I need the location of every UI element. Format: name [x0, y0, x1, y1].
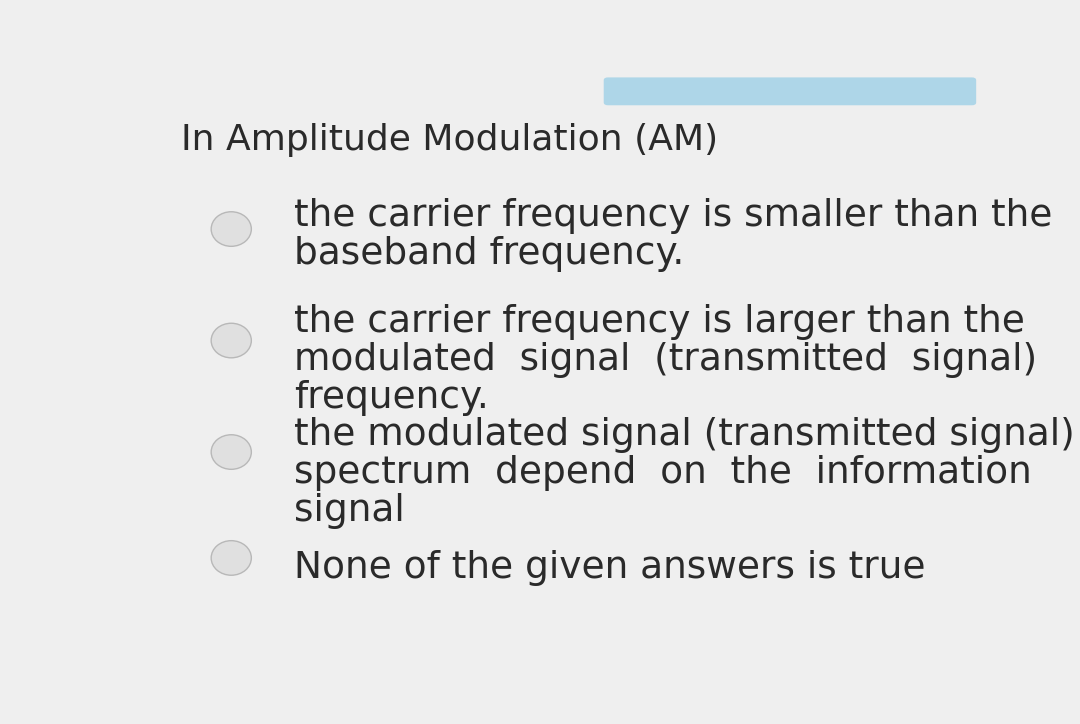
Text: the carrier frequency is larger than the: the carrier frequency is larger than the — [294, 304, 1025, 340]
Ellipse shape — [212, 323, 252, 358]
Text: signal: signal — [294, 493, 405, 529]
FancyBboxPatch shape — [604, 77, 976, 105]
Text: baseband frequency.: baseband frequency. — [294, 236, 685, 272]
Text: the modulated signal (transmitted signal): the modulated signal (transmitted signal… — [294, 417, 1075, 453]
Text: modulated  signal  (transmitted  signal): modulated signal (transmitted signal) — [294, 342, 1037, 378]
Ellipse shape — [212, 434, 252, 469]
Ellipse shape — [212, 211, 252, 246]
Text: the carrier frequency is smaller than the: the carrier frequency is smaller than th… — [294, 198, 1052, 235]
Text: frequency.: frequency. — [294, 380, 489, 416]
Ellipse shape — [212, 541, 252, 576]
Text: None of the given answers is true: None of the given answers is true — [294, 550, 926, 586]
Text: In Amplitude Modulation (AM): In Amplitude Modulation (AM) — [181, 123, 718, 157]
Text: spectrum  depend  on  the  information: spectrum depend on the information — [294, 455, 1031, 491]
